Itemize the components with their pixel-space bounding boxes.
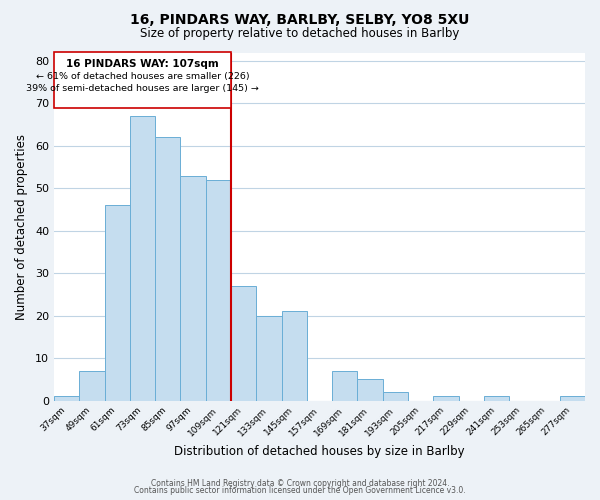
Bar bbox=[358, 380, 383, 400]
Bar bbox=[181, 176, 206, 400]
Bar bbox=[104, 206, 130, 400]
Text: 39% of semi-detached houses are larger (145) →: 39% of semi-detached houses are larger (… bbox=[26, 84, 259, 94]
Bar bbox=[560, 396, 585, 400]
Text: Contains HM Land Registry data © Crown copyright and database right 2024.: Contains HM Land Registry data © Crown c… bbox=[151, 478, 449, 488]
Text: ← 61% of detached houses are smaller (226): ← 61% of detached houses are smaller (22… bbox=[35, 72, 249, 80]
Bar bbox=[206, 180, 231, 400]
FancyBboxPatch shape bbox=[54, 52, 231, 108]
Bar bbox=[433, 396, 458, 400]
Bar bbox=[79, 371, 104, 400]
Bar bbox=[54, 396, 79, 400]
Bar bbox=[231, 286, 256, 401]
Bar bbox=[155, 138, 181, 400]
Bar bbox=[383, 392, 408, 400]
Bar bbox=[332, 371, 358, 400]
X-axis label: Distribution of detached houses by size in Barlby: Distribution of detached houses by size … bbox=[174, 444, 465, 458]
Bar bbox=[484, 396, 509, 400]
Text: 16 PINDARS WAY: 107sqm: 16 PINDARS WAY: 107sqm bbox=[66, 59, 219, 69]
Y-axis label: Number of detached properties: Number of detached properties bbox=[15, 134, 28, 320]
Text: Size of property relative to detached houses in Barlby: Size of property relative to detached ho… bbox=[140, 28, 460, 40]
Bar bbox=[130, 116, 155, 401]
Text: 16, PINDARS WAY, BARLBY, SELBY, YO8 5XU: 16, PINDARS WAY, BARLBY, SELBY, YO8 5XU bbox=[130, 12, 470, 26]
Text: Contains public sector information licensed under the Open Government Licence v3: Contains public sector information licen… bbox=[134, 486, 466, 495]
Bar bbox=[256, 316, 281, 400]
Bar bbox=[281, 312, 307, 400]
